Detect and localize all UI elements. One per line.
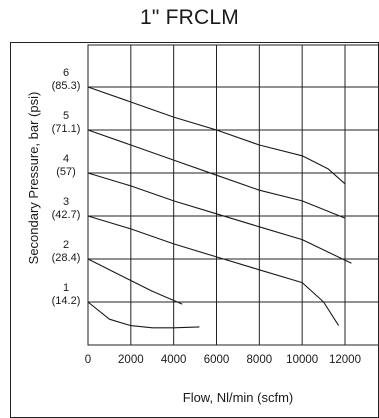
x-tick-label: 4000 — [161, 354, 187, 366]
tick-labels: 0 2000 4000 6000 8000 10000 12000 1(14.2) 2(28.4… — [52, 67, 361, 366]
chart-title: 1" FRCLM — [140, 6, 239, 29]
y-tick-label: 2 — [63, 239, 69, 251]
x-axis-label: Flow, Nl/min (scfm) — [183, 390, 294, 405]
y-tick-label: 4 — [63, 153, 69, 165]
series-line-2 — [87, 258, 183, 305]
series-line-1 — [87, 301, 200, 329]
x-tick-label: 0 — [85, 354, 91, 366]
series-line-5 — [87, 129, 346, 219]
y-tick-psi-label: (85.3) — [52, 80, 81, 92]
y-tick-psi-label: (28.4) — [52, 252, 81, 264]
y-tick-label: 1 — [63, 282, 69, 294]
x-tick-label: 2000 — [118, 354, 144, 366]
x-tick-label: 8000 — [247, 354, 273, 366]
y-tick-psi-label: (42.7) — [52, 209, 81, 221]
series-line-4 — [87, 172, 352, 264]
grid-lines — [87, 44, 379, 346]
series-line-6 — [87, 86, 346, 185]
series-line-3 — [87, 215, 340, 326]
y-tick-label: 6 — [63, 67, 69, 79]
y-axis-label: Secondary Pressure, bar (psi) — [26, 92, 41, 265]
y-tick-psi-label: (71.1) — [52, 123, 81, 135]
x-tick-label: 12000 — [329, 354, 361, 366]
y-tick-label: 3 — [63, 196, 69, 208]
x-tick-label: 10000 — [286, 354, 318, 366]
x-tick-label: 6000 — [204, 354, 230, 366]
y-tick-label: 5 — [63, 110, 69, 122]
plot-border — [87, 44, 379, 346]
series-lines — [87, 86, 352, 329]
chart-frame — [10, 42, 379, 418]
y-tick-psi-label: (14.2) — [52, 295, 81, 307]
y-tick-psi-label: (57) — [56, 166, 76, 178]
